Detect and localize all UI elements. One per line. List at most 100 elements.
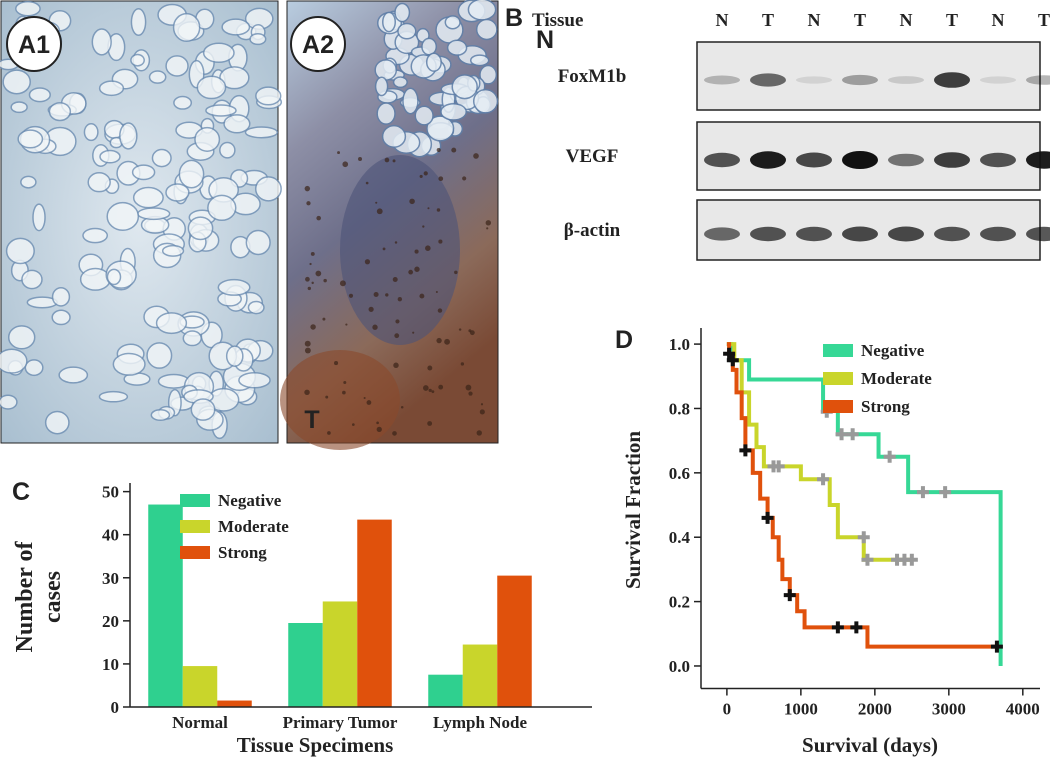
bar — [322, 601, 358, 707]
gland — [426, 115, 455, 142]
blot-band — [934, 152, 970, 168]
gland — [207, 194, 237, 222]
x-axis-title: Survival (days) — [802, 733, 938, 757]
gland — [402, 87, 419, 115]
stain-dot — [375, 201, 378, 204]
bar — [428, 674, 463, 707]
gland — [187, 216, 214, 241]
blot-band — [842, 151, 878, 169]
survival-curve — [726, 342, 997, 649]
censor-mark — [772, 460, 785, 473]
gland — [150, 409, 171, 422]
gland — [221, 18, 251, 36]
panel-label: A1 — [18, 31, 50, 59]
censor-mark — [861, 553, 874, 566]
gland — [91, 28, 112, 56]
x-tick-label: 0 — [723, 700, 732, 719]
blot-band — [842, 74, 878, 86]
x-axis-title: Tissue Specimens — [237, 733, 394, 757]
blot-band — [980, 152, 1016, 168]
lane-label: T — [1038, 10, 1050, 30]
gland — [98, 80, 125, 97]
gland — [112, 352, 146, 376]
lane-label: N — [992, 10, 1005, 30]
bar — [357, 519, 392, 707]
blot-band — [750, 226, 786, 242]
gland — [106, 201, 140, 231]
y-tick-label: 0.4 — [669, 528, 691, 547]
gland — [194, 126, 221, 152]
x-tick-label: 2000 — [858, 700, 892, 719]
stain-dot — [436, 337, 442, 344]
stain-dot — [419, 293, 425, 299]
blot-band — [704, 152, 740, 168]
blot-band — [888, 226, 924, 242]
blot-band — [750, 151, 786, 169]
stain-dot — [363, 396, 366, 400]
gland — [173, 95, 193, 110]
stain-dot — [384, 157, 390, 163]
legend-swatch — [180, 520, 210, 533]
gland — [146, 342, 173, 369]
stain-dot — [322, 317, 326, 321]
stain-dot — [468, 391, 473, 396]
censor-mark — [835, 428, 848, 441]
stain-dot — [305, 276, 310, 282]
gland — [190, 398, 216, 421]
censor-mark — [916, 486, 929, 499]
legend-label: Moderate — [218, 517, 289, 536]
gland — [414, 105, 434, 126]
gland — [244, 126, 279, 139]
censor-mark — [939, 486, 952, 499]
region-label: T — [304, 406, 319, 434]
stain-dot — [337, 151, 340, 155]
stain-dot — [465, 384, 472, 391]
stain-dot — [392, 431, 397, 436]
gland — [58, 366, 89, 384]
legend-swatch — [823, 344, 853, 357]
bar — [288, 623, 323, 707]
gland — [178, 159, 205, 189]
stain-dot — [339, 280, 346, 287]
censor-mark — [723, 347, 736, 360]
lane-label: T — [946, 10, 958, 30]
stain-dot — [365, 181, 369, 185]
stain-dot — [480, 403, 484, 406]
gland — [376, 102, 396, 125]
panel-label: A2 — [302, 31, 334, 59]
gland — [451, 74, 478, 100]
gland — [467, 0, 497, 21]
legend-label: Negative — [861, 341, 925, 360]
region-label: N — [536, 26, 554, 54]
stain-dot — [323, 278, 327, 283]
stain-dot — [392, 159, 396, 163]
stain-dot — [479, 409, 485, 415]
blot-band — [796, 226, 832, 242]
legend-label: Negative — [218, 491, 282, 510]
gland — [475, 18, 498, 41]
stain-dot — [425, 245, 431, 251]
y-tick-label: 20 — [102, 612, 119, 631]
gland — [51, 309, 71, 326]
stain-dot — [358, 156, 363, 161]
gland — [21, 269, 43, 290]
stain-dot — [427, 365, 433, 371]
gland — [20, 175, 37, 189]
gland — [196, 75, 227, 100]
gland — [219, 141, 236, 159]
stain-dot — [306, 201, 311, 206]
gland — [444, 15, 461, 30]
gland — [381, 124, 407, 148]
gland — [469, 54, 490, 67]
blot-band — [1026, 226, 1050, 242]
stain-dot — [458, 328, 462, 331]
gland — [2, 69, 32, 95]
label-circle — [6, 16, 62, 72]
stain-dot — [476, 430, 482, 436]
gland — [82, 227, 109, 244]
stain-dot — [414, 249, 419, 254]
gland — [44, 410, 70, 435]
stain-dot — [376, 426, 382, 432]
stain-dot — [469, 330, 475, 336]
y-tick-label: 50 — [102, 483, 119, 502]
